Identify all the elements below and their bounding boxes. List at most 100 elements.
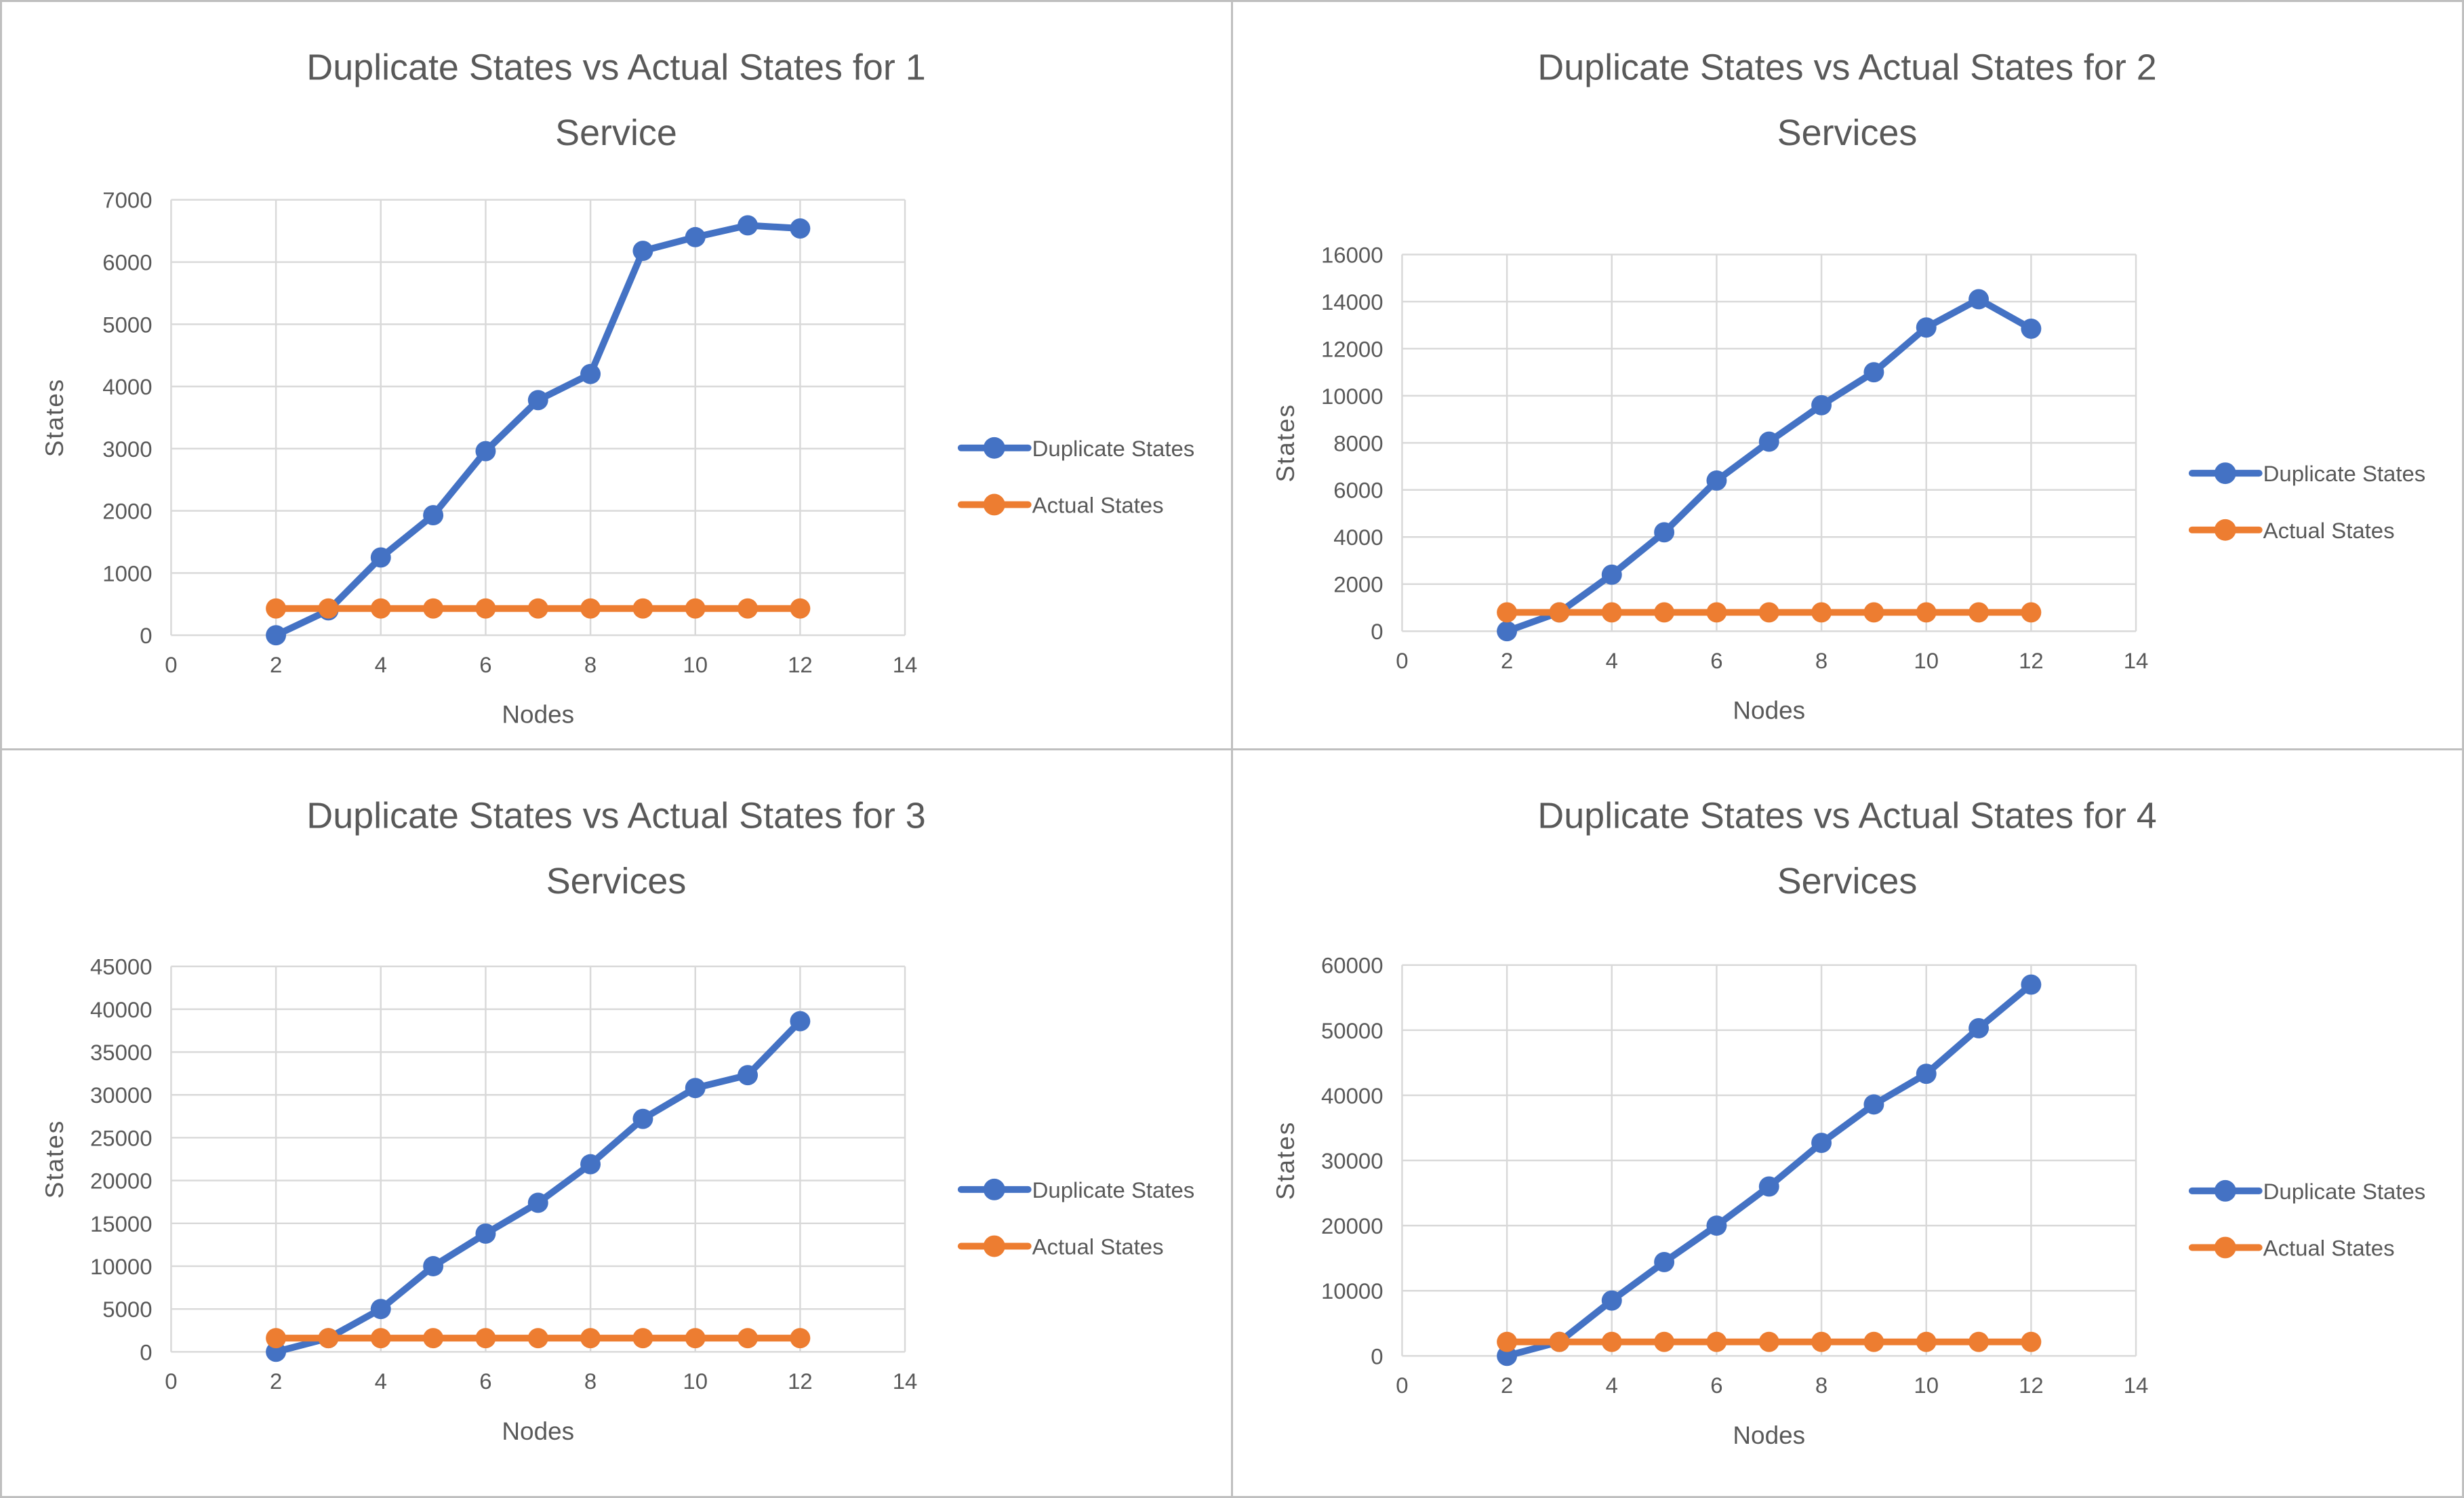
x-tick-label: 8 <box>1815 1373 1827 1398</box>
series-line-duplicate-states <box>1503 981 2035 1359</box>
y-tick-label: 40000 <box>1321 1082 1384 1108</box>
y-axis-title: States <box>1272 1120 1299 1199</box>
x-tick-label: 14 <box>2124 648 2149 673</box>
data-point-marker-actual-states <box>266 598 287 619</box>
y-tick-label: 14000 <box>1321 289 1384 315</box>
data-point-marker-duplicate-states <box>527 1192 548 1213</box>
data-point-marker-actual-states <box>1863 1331 1884 1352</box>
x-tick-label: 4 <box>375 652 387 677</box>
data-point-marker-duplicate-states <box>1968 1017 1990 1038</box>
x-tick-label: 12 <box>788 1369 813 1394</box>
x-tick-label: 6 <box>1710 1373 1722 1398</box>
data-point-marker-actual-states <box>632 598 653 619</box>
data-point-marker-duplicate-states <box>738 215 759 236</box>
chart-4-services-canvas: 0 10000 20000 30000 40000 50000 60000 0 2 4 6 8 10 12… <box>1272 795 2425 1449</box>
data-point-marker-duplicate-states <box>1916 317 1937 338</box>
chart-title-line-2: Services <box>1777 113 1918 153</box>
x-tick-label: 6 <box>1710 648 1722 673</box>
data-point-marker-actual-states <box>1968 1331 1990 1352</box>
y-tick-label: 8000 <box>1333 430 1383 456</box>
y-tick-label: 4000 <box>102 374 152 399</box>
data-point-marker-duplicate-states <box>1497 621 1518 642</box>
x-tick-label: 2 <box>1501 1373 1513 1398</box>
data-point-marker-duplicate-states <box>790 1011 811 1032</box>
x-tick-label: 4 <box>375 1369 387 1394</box>
y-tick-label: 1000 <box>102 561 152 586</box>
data-point-marker-duplicate-states <box>2021 974 2042 994</box>
y-tick-label: 10000 <box>1321 1278 1384 1303</box>
x-tick-label: 4 <box>1606 1373 1618 1398</box>
chart-panel-3-services[interactable]: 0 5000 10000 15000 20000 25000 30000 35000 40000… <box>2 750 1231 1496</box>
y-tick-label: 20000 <box>90 1168 153 1193</box>
x-tick-label: 12 <box>788 652 813 677</box>
x-tick-label: 6 <box>479 1369 491 1394</box>
x-tick-label: 0 <box>1396 1373 1408 1398</box>
legend-item-actual-states: Actual States <box>2188 1235 2395 1260</box>
data-point-marker-duplicate-states <box>1968 289 1990 310</box>
chart-panel-1-service[interactable]: 0 1000 2000 3000 4000 5000 6000 7000 0 2 4 6 8 10 12 14… <box>2 2 1231 748</box>
data-point-marker-duplicate-states <box>266 625 287 646</box>
legend-item-label: Actual States <box>2263 1235 2395 1260</box>
data-point-marker-actual-states <box>1811 602 1832 623</box>
x-tick-label: 8 <box>1815 648 1827 673</box>
y-tick-label: 6000 <box>102 250 152 275</box>
x-axis-title: Nodes <box>502 1417 574 1444</box>
y-axis-title: States <box>1272 403 1299 482</box>
legend-swatch-marker <box>983 1235 1005 1257</box>
data-point-marker-duplicate-states <box>1601 564 1622 585</box>
x-tick-label: 14 <box>2124 1373 2149 1398</box>
data-point-marker-duplicate-states <box>1497 1345 1518 1366</box>
legend-item-actual-states: Actual States <box>957 1234 1164 1259</box>
data-point-marker-duplicate-states <box>632 1108 653 1129</box>
data-point-marker-actual-states <box>370 598 391 619</box>
chart-panel-4-services[interactable]: 0 10000 20000 30000 40000 50000 60000 0 2 4 6 8 10 12… <box>1233 750 2462 1496</box>
data-point-marker-duplicate-states <box>475 441 496 462</box>
data-point-marker-actual-states <box>423 1327 444 1348</box>
data-point-marker-actual-states <box>1601 602 1622 623</box>
data-point-marker-actual-states <box>1654 1331 1675 1352</box>
legend-item-duplicate-states: Duplicate States <box>2188 461 2425 486</box>
data-point-marker-actual-states <box>1706 1331 1727 1352</box>
y-tick-label: 50000 <box>1321 1017 1384 1042</box>
data-point-marker-actual-states <box>266 1327 287 1348</box>
data-point-marker-duplicate-states <box>1811 394 1832 416</box>
data-point-marker-actual-states <box>2021 602 2042 623</box>
x-tick-label: 14 <box>893 1369 918 1394</box>
y-axis-title: States <box>41 378 68 457</box>
y-tick-label: 45000 <box>90 954 153 979</box>
data-point-marker-duplicate-states <box>1863 1093 1884 1114</box>
legend-item-duplicate-states: Duplicate States <box>957 436 1194 461</box>
data-point-marker-duplicate-states <box>423 505 444 526</box>
data-point-marker-actual-states <box>580 1327 601 1348</box>
y-tick-label: 60000 <box>1321 952 1384 977</box>
data-point-marker-duplicate-states <box>1758 1176 1779 1196</box>
data-point-marker-actual-states <box>685 598 706 619</box>
data-point-marker-duplicate-states <box>1811 1132 1832 1153</box>
chart-panel-2-services[interactable]: 0 2000 4000 6000 8000 10000 12000 14000 16000 0 2 4… <box>1233 2 2462 748</box>
data-point-marker-actual-states <box>738 1327 759 1348</box>
legend-swatch-marker <box>983 493 1005 516</box>
data-point-marker-actual-states <box>1497 1331 1518 1352</box>
data-point-marker-duplicate-states <box>370 1298 391 1319</box>
legend-swatch-marker <box>983 1178 1005 1200</box>
data-point-marker-duplicate-states <box>1706 1215 1727 1236</box>
data-point-marker-actual-states <box>738 598 759 619</box>
data-point-marker-actual-states <box>1968 602 1990 623</box>
legend-item-label: Actual States <box>2263 518 2395 543</box>
x-tick-label: 0 <box>165 1369 177 1394</box>
chart-title-line-1: Duplicate States vs Actual States for 1 <box>306 47 925 88</box>
data-point-marker-actual-states <box>1601 1331 1622 1352</box>
x-tick-label: 6 <box>479 652 491 677</box>
data-point-marker-duplicate-states <box>685 1077 706 1098</box>
chart-title-line-1: Duplicate States vs Actual States for 4 <box>1537 795 2156 836</box>
y-tick-label: 15000 <box>90 1211 153 1236</box>
data-point-marker-actual-states <box>1863 602 1884 623</box>
y-tick-label: 40000 <box>90 996 153 1021</box>
data-point-marker-actual-states <box>423 598 444 619</box>
y-tick-label: 0 <box>1371 1343 1383 1369</box>
legend-item-label: Actual States <box>1032 1234 1164 1259</box>
x-tick-label: 10 <box>1914 648 1939 673</box>
legend-item-duplicate-states: Duplicate States <box>957 1177 1194 1202</box>
x-tick-label: 12 <box>2019 648 2044 673</box>
